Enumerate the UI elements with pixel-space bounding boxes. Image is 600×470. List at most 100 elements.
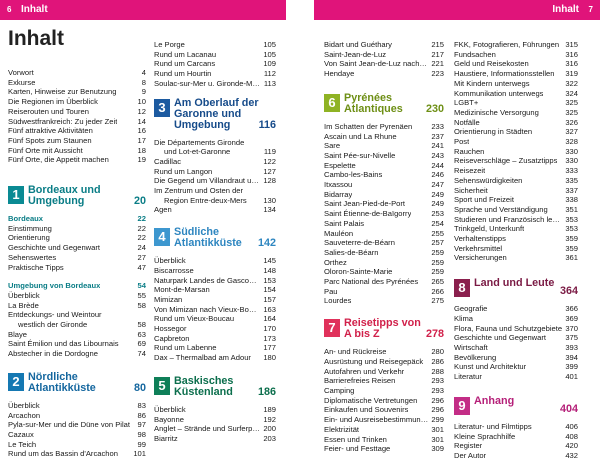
toc-entry[interactable]: Autofahren und Verkehr 288 <box>324 367 444 377</box>
toc-entry[interactable]: Rund um Lacanau 105 <box>154 50 276 60</box>
toc-entry[interactable]: Fünf Orte, die Appetit machen 19 <box>8 155 146 165</box>
toc-entry[interactable]: Sehenswürdigkeiten 335 <box>454 176 578 186</box>
toc-entry[interactable]: Pyla-sur-Mer und die Düne von Pilat 97 <box>8 420 146 430</box>
toc-entry[interactable]: Sehenswertes 27 <box>8 253 146 263</box>
section-5-header[interactable]: 5 Baskisches Küstenland 186 <box>154 375 276 398</box>
toc-entry[interactable]: Haustiere, Informationsstellen 319 <box>454 69 578 79</box>
toc-entry[interactable]: Überblick 83 <box>8 401 146 411</box>
toc-entry[interactable]: Kleine Sprachhilfe 408 <box>454 432 578 442</box>
toc-entry[interactable]: Fünf Orte mit Aussicht 18 <box>8 146 146 156</box>
toc-entry[interactable]: Parc National des Pyrénées 265 <box>324 277 444 287</box>
toc-entry[interactable]: Geschichte und Gegenwart 375 <box>454 333 578 343</box>
toc-entry[interactable]: Kommunikation unterwegs 324 <box>454 89 578 99</box>
toc-entry[interactable]: Saint Émilion und das Libournais 69 <box>8 339 146 349</box>
toc-entry[interactable]: Register 420 <box>454 441 578 451</box>
toc-entry[interactable]: Bayonne 192 <box>154 415 276 425</box>
toc-entry[interactable]: Region Entre-deux-Mers 130 <box>154 196 276 206</box>
toc-entry[interactable]: Biscarrosse 148 <box>154 266 276 276</box>
toc-entry[interactable]: Verhaltenstipps 359 <box>454 234 578 244</box>
toc-entry[interactable]: Biarritz 203 <box>154 434 276 444</box>
toc-entry[interactable]: Mont-de-Marsan 154 <box>154 285 276 295</box>
section-9-header[interactable]: 9 Anhang 404 <box>454 395 578 415</box>
toc-entry[interactable]: Kunst und Architektur 399 <box>454 362 578 372</box>
toc-entry[interactable]: Studieren und Französisch lernen 353 <box>454 215 578 225</box>
toc-entry[interactable]: Abstecher in die Dordogne 74 <box>8 349 146 359</box>
toc-entry[interactable]: Diplomatische Vertretungen 296 <box>324 396 444 406</box>
toc-entry[interactable]: Von Saint Jean-de-Luz nach Hendaye221 <box>324 59 444 69</box>
section-8-header[interactable]: 8 Land und Leute 364 <box>454 278 578 298</box>
toc-entry[interactable]: Sicherheit 337 <box>454 186 578 196</box>
toc-entry[interactable]: Flora, Fauna und Schutzgebiete 370 <box>454 324 578 334</box>
toc-entry[interactable]: Klima 369 <box>454 314 578 324</box>
toc-entry[interactable]: Capbreton 173 <box>154 334 276 344</box>
toc-entry[interactable]: Saint-Jean-de-Luz 217 <box>324 50 444 60</box>
toc-entry[interactable]: Rauchen 330 <box>454 147 578 157</box>
toc-entry[interactable]: Die Gegend um Villandraut und Bazas128 <box>154 176 276 186</box>
toc-entry[interactable]: Literatur 401 <box>454 372 578 382</box>
toc-entry[interactable]: Exkurse 8 <box>8 78 146 88</box>
toc-entry[interactable]: Bevölkerung 394 <box>454 353 578 363</box>
toc-entry[interactable]: Espelette 244 <box>324 161 444 171</box>
toc-entry[interactable]: Reiserouten und Touren 12 <box>8 107 146 117</box>
toc-entry[interactable]: Soulac-sur-Mer u. Gironde-Mündung113 <box>154 79 276 89</box>
toc-entry[interactable]: Im Zentrum und Osten der <box>154 186 276 196</box>
toc-entry[interactable]: Le Teich 99 <box>8 440 146 450</box>
toc-entry[interactable]: Hossegor 170 <box>154 324 276 334</box>
toc-entry[interactable]: Anglet – Strände und Surferparadies200 <box>154 424 276 434</box>
toc-entry[interactable]: Oloron-Sainte-Marie 259 <box>324 267 444 277</box>
toc-entry[interactable]: Bidart und Guéthary 215 <box>324 40 444 50</box>
toc-entry[interactable]: Sauveterre-de-Béarn 257 <box>324 238 444 248</box>
toc-entry[interactable]: Rund um Hourtin 112 <box>154 69 276 79</box>
toc-entry[interactable]: Mimizan 157 <box>154 295 276 305</box>
toc-entry[interactable]: Elektrizität 301 <box>324 425 444 435</box>
toc-entry[interactable]: Notfälle 326 <box>454 118 578 128</box>
toc-entry[interactable]: Reisezeit 333 <box>454 166 578 176</box>
toc-entry[interactable]: Der Autor 432 <box>454 451 578 461</box>
toc-entry[interactable]: Praktische Tipps 47 <box>8 263 146 273</box>
toc-entry[interactable]: Dax – Thermalbad am Adour 180 <box>154 353 276 363</box>
toc-entry[interactable]: Post 328 <box>454 137 578 147</box>
toc-entry[interactable]: Agen 134 <box>154 205 276 215</box>
toc-entry[interactable]: Orthez 259 <box>324 258 444 268</box>
toc-entry[interactable]: FKK, Fotografieren, Führungen 315 <box>454 40 578 50</box>
toc-entry[interactable]: Ein- und Ausreisebestimmungen 299 <box>324 415 444 425</box>
toc-entry[interactable]: La Brède 58 <box>8 301 146 311</box>
toc-entry[interactable]: An- und Rückreise 280 <box>324 347 444 357</box>
section-7-header[interactable]: 7 Reisetipps von A bis Z 278 <box>324 318 444 340</box>
toc-entry[interactable]: Die Regionen im Überblick 10 <box>8 97 146 107</box>
toc-entry[interactable]: Fundsachen 316 <box>454 50 578 60</box>
toc-entry[interactable]: Verkehrsmittel 359 <box>454 244 578 254</box>
toc-entry[interactable]: Cambo-les-Bains 246 <box>324 170 444 180</box>
toc-entry[interactable]: Cadillac 122 <box>154 157 276 167</box>
toc-entry[interactable]: Barrierefreies Reisen 293 <box>324 376 444 386</box>
toc-entry[interactable]: Karten, Hinweise zur Benutzung 9 <box>8 87 146 97</box>
toc-entry[interactable]: Orientierung in Städten 327 <box>454 127 578 137</box>
toc-entry[interactable]: Im Schatten der Pyrenäen 233 <box>324 122 444 132</box>
toc-entry[interactable]: Sare 241 <box>324 141 444 151</box>
toc-entry[interactable]: Versicherungen 361 <box>454 253 578 263</box>
toc-entry[interactable]: Ascain und La Rhune 237 <box>324 132 444 142</box>
toc-entry[interactable]: Von Mimizan nach Vieux-Boucau 163 <box>154 305 276 315</box>
toc-entry[interactable]: Rund um Langon 127 <box>154 167 276 177</box>
toc-entry[interactable]: Saint Étienne-de-Baïgorry 253 <box>324 209 444 219</box>
toc-entry[interactable]: Reiseverschläge – Zusatztipps 330 <box>454 156 578 166</box>
section-3-header[interactable]: 3 Am Oberlauf der Garonne und Umgebung 1… <box>154 97 276 131</box>
toc-entry[interactable]: Essen und Trinken 301 <box>324 435 444 445</box>
toc-entry[interactable]: Fünf Spots zum Staunen 17 <box>8 136 146 146</box>
toc-entry[interactable]: Hendaye 223 <box>324 69 444 79</box>
section-6-header[interactable]: 6 Pyrénées Atlantiques 230 <box>324 92 444 115</box>
toc-entry[interactable]: Saint Pée-sur-Nivelle 243 <box>324 151 444 161</box>
toc-entry[interactable]: Rund um Labenne 177 <box>154 343 276 353</box>
toc-entry[interactable]: Einkaufen und Souvenirs 296 <box>324 405 444 415</box>
toc-entry[interactable]: Arcachon 86 <box>8 411 146 421</box>
toc-entry[interactable]: Mit Kindern unterwegs 322 <box>454 79 578 89</box>
toc-entry[interactable]: Sprache und Verständigung 351 <box>454 205 578 215</box>
toc-entry[interactable]: Rund um Carcans 109 <box>154 59 276 69</box>
section-1-header[interactable]: 1 Bordeaux und Umgebung 20 <box>8 185 146 207</box>
toc-entry[interactable]: Geschichte und Gegenwart 24 <box>8 243 146 253</box>
toc-entry[interactable]: Le Porge 105 <box>154 40 276 50</box>
toc-entry[interactable]: Geografie 366 <box>454 304 578 314</box>
toc-entry[interactable]: Sport und Freizeit 338 <box>454 195 578 205</box>
toc-entry[interactable]: Saint Palais 254 <box>324 219 444 229</box>
section-2-header[interactable]: 2 Nördliche Atlantikküste 80 <box>8 371 146 394</box>
